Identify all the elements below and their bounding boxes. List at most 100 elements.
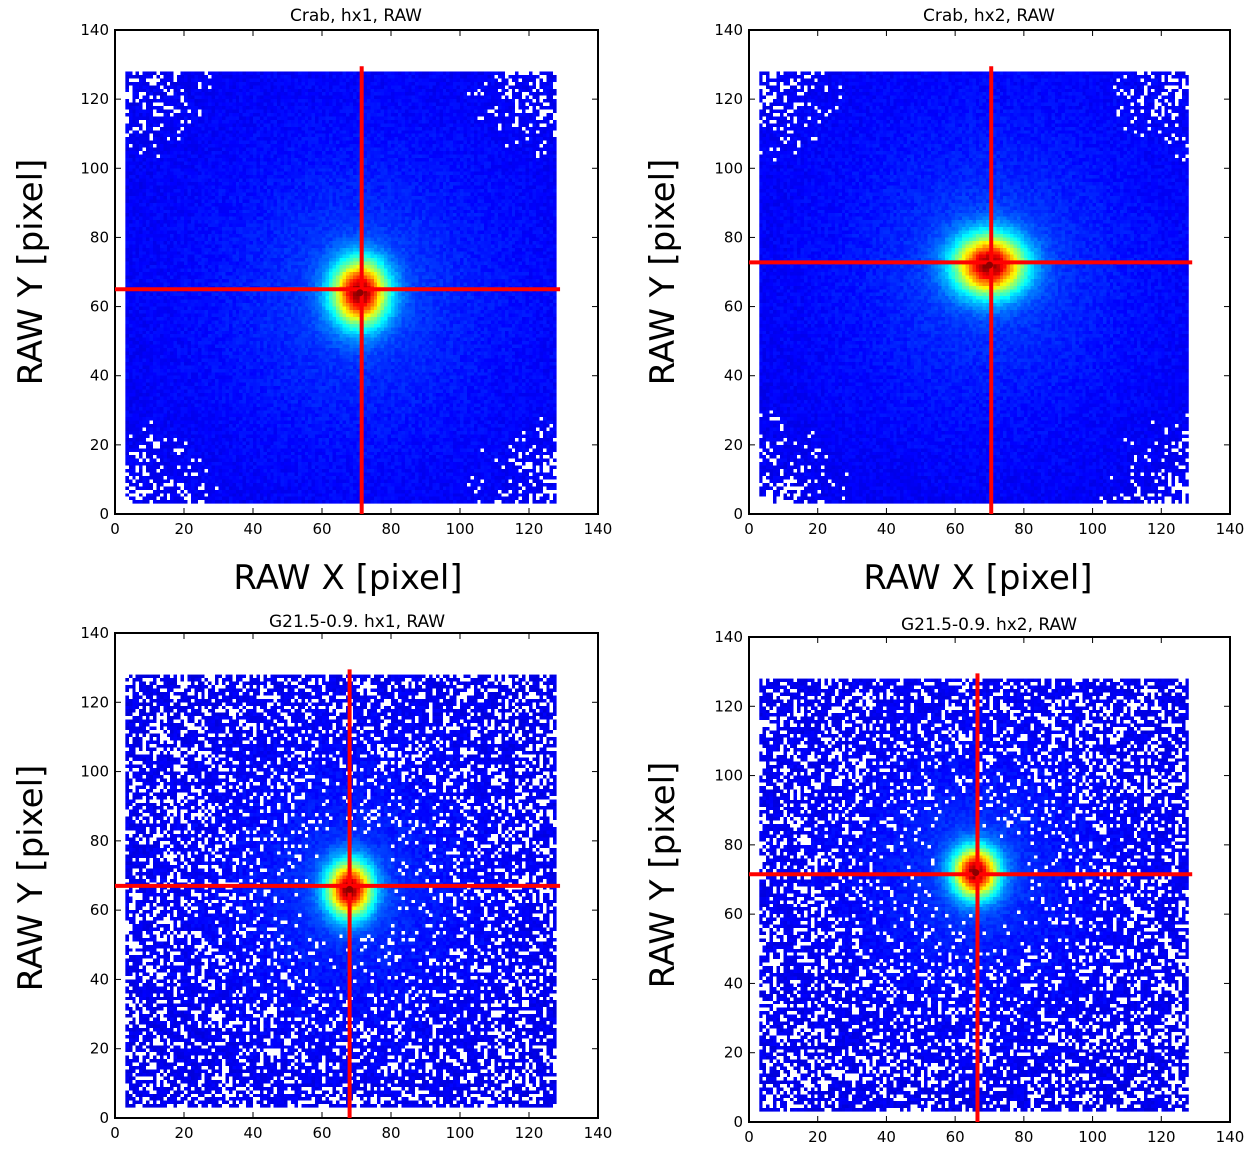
x-axis-ticks: 0 20 40 60 80 100 120 140 bbox=[744, 30, 1244, 538]
x-tick-label: 80 bbox=[381, 520, 400, 538]
heatmap-pixels bbox=[125, 674, 557, 1108]
y-tick-label: 100 bbox=[714, 767, 743, 785]
y-tick-label: 120 bbox=[80, 693, 109, 711]
x-tick-label: 0 bbox=[110, 520, 120, 538]
y-axis-ticks: 0 20 40 60 80 100 120 140 bbox=[714, 21, 1230, 523]
x-tick-label: 100 bbox=[446, 1124, 475, 1142]
x-axis-ticks: 0 20 40 60 80 100 120 140 bbox=[744, 637, 1244, 1146]
y-tick-label: 120 bbox=[714, 90, 743, 108]
x-tick-label: 140 bbox=[1216, 1128, 1245, 1146]
y-tick-label: 60 bbox=[90, 298, 109, 316]
panel-g21-hx1: G21.5-0.9. hx1, RAW 0 20 40 60 80 100 120 140 0… bbox=[0, 600, 630, 1152]
plot-frame bbox=[114, 29, 599, 515]
peak-marker bbox=[356, 289, 364, 297]
x-tick-label: 40 bbox=[877, 1128, 896, 1146]
y-tick-label: 0 bbox=[733, 505, 743, 523]
y-tick-label: 80 bbox=[724, 228, 743, 246]
x-axis-ticks: 0 20 40 60 80 100 120 140 bbox=[110, 633, 612, 1142]
x-tick-label: 80 bbox=[1014, 1128, 1033, 1146]
x-tick-label: 60 bbox=[946, 1128, 965, 1146]
x-tick-label: 120 bbox=[515, 1124, 544, 1142]
y-tick-label: 0 bbox=[99, 1109, 109, 1127]
y-tick-label: 80 bbox=[90, 832, 109, 850]
crosshair bbox=[749, 673, 1193, 1122]
x-tick-label: 60 bbox=[312, 1124, 331, 1142]
x-tick-label: 60 bbox=[312, 520, 331, 538]
chart-title: Crab, hx2, RAW bbox=[923, 6, 1055, 26]
y-tick-label: 140 bbox=[714, 628, 743, 646]
heatmap-pixels bbox=[759, 71, 1189, 504]
plot-frame bbox=[114, 632, 599, 1119]
chart-title: Crab, hx1, RAW bbox=[290, 6, 422, 26]
heatmap-pixels bbox=[759, 678, 1189, 1112]
x-tick-label: 120 bbox=[515, 520, 544, 538]
y-axis-ticks: 0 20 40 60 80 100 120 140 bbox=[80, 21, 598, 523]
y-tick-label: 140 bbox=[80, 21, 109, 39]
y-tick-label: 60 bbox=[724, 298, 743, 316]
x-tick-label: 120 bbox=[1147, 1128, 1176, 1146]
y-tick-label: 40 bbox=[90, 367, 109, 385]
y-axis-ticks: 0 20 40 60 80 100 120 140 bbox=[714, 628, 1230, 1131]
y-axis-label: RAW Y [pixel] bbox=[11, 159, 51, 386]
heatmap-image bbox=[759, 678, 1189, 1112]
chart-g21-hx1: G21.5-0.9. hx1, RAW 0 20 40 60 80 100 120 140 0… bbox=[11, 612, 612, 1142]
x-tick-label: 140 bbox=[584, 520, 613, 538]
y-tick-label: 100 bbox=[80, 159, 109, 177]
y-tick-label: 60 bbox=[90, 901, 109, 919]
y-tick-label: 0 bbox=[733, 1113, 743, 1131]
x-tick-label: 20 bbox=[808, 520, 827, 538]
x-tick-label: 40 bbox=[243, 520, 262, 538]
x-tick-label: 60 bbox=[946, 520, 965, 538]
plot-frame bbox=[748, 636, 1231, 1123]
x-tick-label: 40 bbox=[243, 1124, 262, 1142]
chart-g21-hx2: G21.5-0.9. hx2, RAW 0 20 40 60 80 100 120 140 0… bbox=[643, 615, 1244, 1146]
x-tick-label: 20 bbox=[808, 1128, 827, 1146]
x-tick-label: 40 bbox=[877, 520, 896, 538]
x-tick-label: 80 bbox=[1014, 520, 1033, 538]
x-tick-label: 140 bbox=[584, 1124, 613, 1142]
heatmap-image bbox=[125, 674, 557, 1108]
x-tick-label: 80 bbox=[381, 1124, 400, 1142]
y-tick-label: 20 bbox=[724, 1044, 743, 1062]
peak-marker bbox=[346, 885, 354, 893]
y-tick-label: 140 bbox=[80, 624, 109, 642]
y-tick-label: 40 bbox=[724, 974, 743, 992]
crosshair bbox=[749, 66, 1193, 514]
x-tick-label: 140 bbox=[1216, 520, 1245, 538]
peak-marker bbox=[972, 869, 980, 877]
x-tick-label: 0 bbox=[110, 1124, 120, 1142]
y-tick-label: 140 bbox=[714, 21, 743, 39]
y-tick-label: 120 bbox=[714, 697, 743, 715]
x-tick-label: 100 bbox=[446, 520, 475, 538]
y-tick-label: 20 bbox=[90, 436, 109, 454]
y-tick-label: 120 bbox=[80, 90, 109, 108]
panel-g21-hx2: G21.5-0.9. hx2, RAW 0 20 40 60 80 100 120 140 0… bbox=[632, 600, 1260, 1152]
heatmap-image bbox=[759, 71, 1189, 504]
y-tick-label: 20 bbox=[90, 1040, 109, 1058]
y-tick-label: 0 bbox=[99, 505, 109, 523]
x-axis-label: RAW X [pixel] bbox=[863, 558, 1092, 598]
y-tick-label: 40 bbox=[90, 970, 109, 988]
y-tick-label: 80 bbox=[90, 228, 109, 246]
crosshair bbox=[115, 66, 561, 514]
panel-crab-hx2: Crab, hx2, RAW 0 20 40 60 80 100 120 140 0 20 40 6… bbox=[632, 0, 1260, 600]
chart-crab-hx2: Crab, hx2, RAW 0 20 40 60 80 100 120 140 0 20 40 6… bbox=[643, 6, 1244, 598]
y-tick-label: 100 bbox=[714, 159, 743, 177]
chart-title: G21.5-0.9. hx2, RAW bbox=[901, 615, 1077, 635]
x-tick-label: 100 bbox=[1078, 520, 1107, 538]
y-tick-label: 80 bbox=[724, 836, 743, 854]
y-tick-label: 60 bbox=[724, 905, 743, 923]
panel-crab-hx1: Crab, hx1, RAW 0 20 40 60 80 100 120 140 0 20 40 6… bbox=[0, 0, 630, 600]
peak-marker bbox=[986, 261, 993, 269]
x-tick-label: 100 bbox=[1078, 1128, 1107, 1146]
y-axis-label: RAW Y [pixel] bbox=[643, 159, 683, 386]
y-axis-label: RAW Y [pixel] bbox=[643, 762, 683, 989]
y-axis-label: RAW Y [pixel] bbox=[11, 765, 51, 992]
x-tick-label: 0 bbox=[744, 1128, 754, 1146]
y-tick-label: 20 bbox=[724, 436, 743, 454]
x-tick-label: 120 bbox=[1147, 520, 1176, 538]
crosshair bbox=[115, 669, 561, 1118]
chart-crab-hx1: Crab, hx1, RAW 0 20 40 60 80 100 120 140 0 20 40 6… bbox=[11, 6, 613, 598]
x-tick-label: 0 bbox=[744, 520, 754, 538]
chart-title: G21.5-0.9. hx1, RAW bbox=[269, 612, 445, 632]
